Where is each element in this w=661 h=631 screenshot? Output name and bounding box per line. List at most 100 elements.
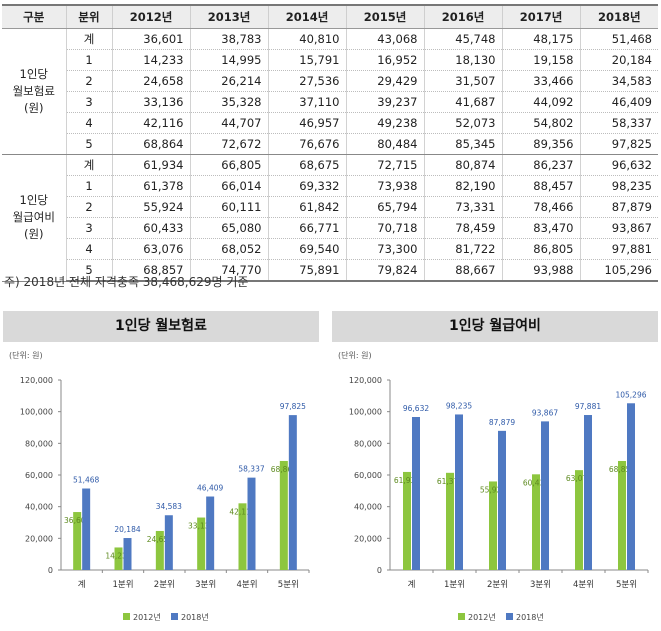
value-cell: 49,238 [345,112,424,134]
table-row: 5 68,857 74,770 75,891 79,824 88,667 93,988 105… [2,259,658,282]
x-tick-label: 3분위 [530,580,551,590]
value-cell: 85,345 [423,133,502,155]
value-cell: 88,457 [501,175,580,197]
bar-series2 [498,430,506,570]
legend-label: 2018년 [516,612,544,622]
data-label: 51,468 [73,476,99,485]
table-row: 3 33,136 35,328 37,110 39,237 41,687 44,092 46,… [2,91,658,113]
group-label-line: 월보험료 [12,84,55,98]
bar-series2 [247,477,256,570]
legend-swatch [171,613,178,620]
data-label: 46,409 [197,484,223,493]
y-tick-label: 100,000 [349,408,382,417]
bar-series1 [532,474,540,570]
value-cell: 36,601 [111,28,190,50]
value-cell: 65,794 [345,196,424,218]
group-label-line: 월급여비 [12,210,55,225]
value-cell: 82,190 [423,175,502,197]
value-cell: 44,707 [189,112,268,134]
data-label: 68,864 [271,465,297,474]
value-cell: 83,470 [501,217,580,239]
bar-series2 [584,415,592,570]
bar-series2 [164,515,173,570]
header-cell: 분위 [65,4,112,29]
value-cell: 35,328 [189,91,268,113]
x-tick-label: 5분위 [278,580,299,590]
bar-series2 [82,488,91,570]
bar-series1 [575,470,583,570]
value-cell: 68,864 [111,133,190,155]
data-label: 36,601 [64,516,90,525]
data-label: 14,233 [105,551,131,560]
value-cell: 73,938 [345,175,424,197]
group-label-line: 1인당 [19,67,48,81]
table-header-row: 구분 분위 2012년 2013년 2014년 2015년 2016년 2017… [2,4,658,29]
value-cell: 48,175 [501,28,580,50]
data-label: 61,378 [437,477,463,486]
quintile-cell: 3 [65,91,112,113]
value-cell: 33,136 [111,91,190,113]
value-cell: 26,214 [189,70,268,92]
x-tick-label: 2분위 [154,580,175,590]
table-row: 5 68,864 72,672 76,676 80,484 85,345 89,356 97,… [2,133,658,155]
x-tick-label: 4분위 [236,580,257,590]
bar-series1 [73,512,82,570]
header-cell: 2012년 [111,4,190,29]
data-label: 34,583 [156,502,182,511]
value-cell: 14,995 [189,49,268,71]
x-tick-label: 1분위 [112,580,133,590]
value-cell: 63,076 [111,238,190,260]
table-row: 4 63,076 68,052 69,540 73,300 81,722 86,805 97,… [2,238,658,260]
value-cell: 98,235 [579,175,658,197]
value-cell: 93,988 [501,259,580,282]
bar-series2 [206,496,215,570]
data-label: 105,296 [615,390,646,399]
x-tick-label: 2분위 [487,580,508,590]
bar-series2 [541,421,549,570]
value-cell: 15,791 [267,49,346,71]
data-label: 93,867 [532,408,558,417]
value-cell: 78,459 [423,217,502,239]
x-tick-label: 5분위 [616,580,637,590]
value-cell: 73,331 [423,196,502,218]
data-label: 96,632 [403,404,429,413]
quintile-cell: 3 [65,217,112,239]
value-cell: 93,867 [579,217,658,239]
table-row: 1 14,233 14,995 15,791 16,952 18,130 19,158 20,… [2,49,658,71]
value-cell: 73,300 [345,238,424,260]
value-cell: 89,356 [501,133,580,155]
quintile-cell: 4 [65,112,112,134]
table-row: 3 60,433 65,080 66,771 70,718 78,459 83,470 93,… [2,217,658,239]
header-cell: 2015년 [345,4,424,29]
group-label-line: 1인당 [19,193,48,208]
bar-series1 [238,503,247,570]
quintile-cell: 5 [65,259,112,282]
legend-swatch [506,613,513,620]
value-cell: 78,466 [501,196,580,218]
value-cell: 46,957 [267,112,346,134]
value-cell: 79,824 [345,259,424,282]
x-tick-label: 4분위 [573,580,594,590]
value-cell: 18,130 [423,49,502,71]
quintile-cell: 계 [65,28,112,50]
value-cell: 43,068 [345,28,424,50]
bar-series1 [618,460,626,570]
value-cell: 87,879 [579,196,658,218]
data-label: 87,879 [489,418,515,427]
value-cell: 61,378 [111,175,190,197]
header-cell: 2016년 [423,4,502,29]
legend-label: 2012년 [468,612,496,622]
bar-series2 [123,538,132,570]
value-cell: 55,924 [111,196,190,218]
value-cell: 51,468 [579,28,658,50]
value-cell: 61,934 [111,154,190,176]
bar-series1 [197,517,206,570]
table-row: 1인당 월보험료 (원) 계 36,601 38,783 40,810 43,068 45,74… [2,28,658,155]
group-label-line: (원) [23,227,44,242]
benefit-chart-panel: 1인당 월급여비 (단위: 원) 0 20,000 40,000 60,000 80,00… [332,311,658,629]
y-tick-label: 0 [48,566,53,575]
y-tick-label: 60,000 [25,471,53,480]
value-cell: 97,825 [579,133,658,155]
bar-series1 [114,547,123,570]
